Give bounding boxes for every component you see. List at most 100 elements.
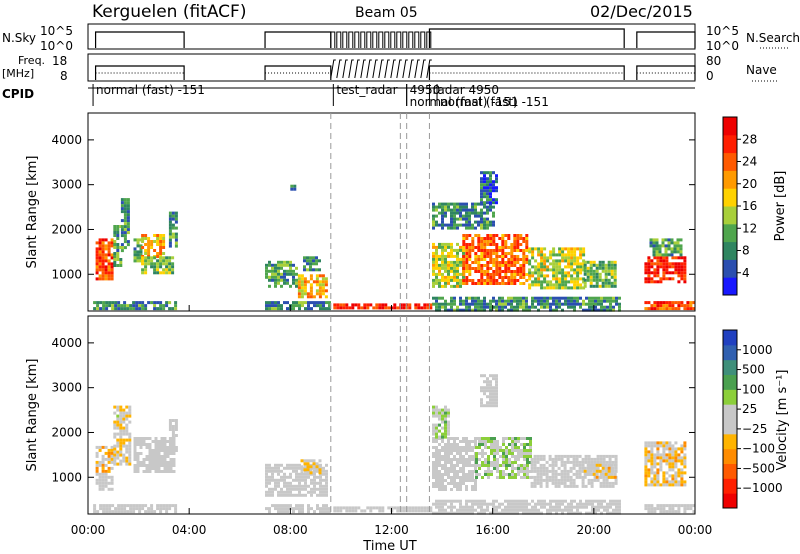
data-cell	[674, 465, 678, 469]
data-cell	[289, 284, 292, 288]
data-cell	[309, 468, 313, 472]
data-cell	[468, 443, 471, 446]
data-cell	[659, 483, 663, 487]
data-cell	[523, 452, 526, 455]
data-cell	[677, 510, 681, 514]
data-cell	[589, 260, 593, 264]
data-cell	[680, 304, 684, 308]
data-cell	[495, 380, 498, 384]
data-cell	[102, 304, 106, 308]
data-cell	[441, 245, 444, 249]
data-cell	[513, 270, 517, 273]
data-cell	[592, 269, 596, 273]
data-cell	[519, 276, 523, 279]
data-cell	[113, 423, 117, 427]
data-cell	[280, 487, 283, 491]
data-cell	[513, 243, 517, 246]
data-cell	[674, 271, 678, 275]
data-cell	[432, 464, 435, 467]
data-cell	[119, 435, 123, 439]
data-cell	[501, 264, 505, 267]
data-cell	[113, 240, 117, 243]
data-cell	[486, 377, 489, 381]
data-cell	[558, 268, 562, 272]
data-cell	[545, 484, 549, 488]
data-cell	[113, 255, 117, 258]
data-cell	[566, 484, 570, 488]
data-cell	[613, 263, 617, 267]
data-cell	[668, 441, 672, 445]
data-cell	[468, 249, 472, 252]
data-cell	[489, 279, 493, 282]
data-cell	[144, 304, 148, 308]
data-cell	[107, 454, 111, 458]
data-cell	[369, 303, 373, 307]
data-cell	[468, 273, 472, 276]
data-cell	[489, 398, 492, 402]
data-cell	[271, 469, 274, 473]
data-cell	[444, 257, 447, 261]
data-cell	[516, 249, 520, 252]
data-cell	[462, 249, 466, 252]
data-cell	[441, 242, 444, 246]
data-cell	[649, 238, 653, 242]
data-cell	[113, 231, 117, 234]
data-cell	[453, 284, 456, 288]
data-cell	[586, 463, 590, 467]
data-cell	[280, 507, 283, 511]
data-cell	[102, 301, 106, 305]
data-cell	[471, 282, 475, 285]
data-cell	[471, 508, 474, 512]
data-cell	[123, 210, 127, 214]
data-cell	[325, 301, 328, 305]
data-cell	[141, 504, 145, 508]
data-cell	[490, 437, 493, 440]
data-cell	[665, 456, 669, 460]
data-cell	[644, 462, 648, 466]
data-cell	[468, 255, 472, 258]
data-cell	[462, 273, 466, 276]
data-cell	[104, 469, 108, 473]
data-cell	[306, 292, 310, 296]
data-cell	[119, 261, 123, 264]
data-cell	[504, 305, 507, 309]
data-cell	[444, 435, 447, 439]
data-cell	[493, 437, 496, 440]
data-cell	[549, 305, 552, 309]
data-cell	[268, 490, 271, 494]
data-cell	[148, 461, 152, 464]
data-cell	[662, 456, 666, 460]
data-cell	[561, 286, 565, 290]
data-cell	[453, 308, 456, 312]
data-cell	[528, 308, 531, 312]
data-cell	[564, 302, 567, 306]
data-cell	[274, 504, 277, 508]
data-cell	[525, 255, 529, 258]
data-cell	[647, 453, 651, 457]
data-cell	[318, 274, 322, 278]
data-cell	[570, 280, 574, 284]
data-cell	[471, 502, 474, 506]
data-cell	[459, 508, 462, 512]
data-cell	[459, 511, 462, 515]
data-cell	[462, 275, 465, 279]
data-cell	[113, 225, 117, 228]
data-cell	[600, 296, 603, 300]
data-cell	[486, 276, 490, 279]
data-cell	[598, 278, 602, 282]
freq-label-1: Freq.	[18, 54, 45, 67]
data-cell	[667, 253, 671, 257]
data-cell	[489, 174, 492, 178]
data-cell	[110, 274, 114, 278]
data-cell	[522, 282, 526, 285]
data-cell	[408, 306, 412, 310]
data-cell	[450, 251, 453, 255]
data-cell	[564, 286, 568, 290]
data-cell	[490, 473, 493, 476]
data-cell	[450, 220, 453, 224]
y-tick-label: 2000	[51, 425, 82, 439]
data-cell	[495, 305, 498, 309]
data-cell	[277, 478, 280, 482]
data-cell	[312, 295, 316, 299]
